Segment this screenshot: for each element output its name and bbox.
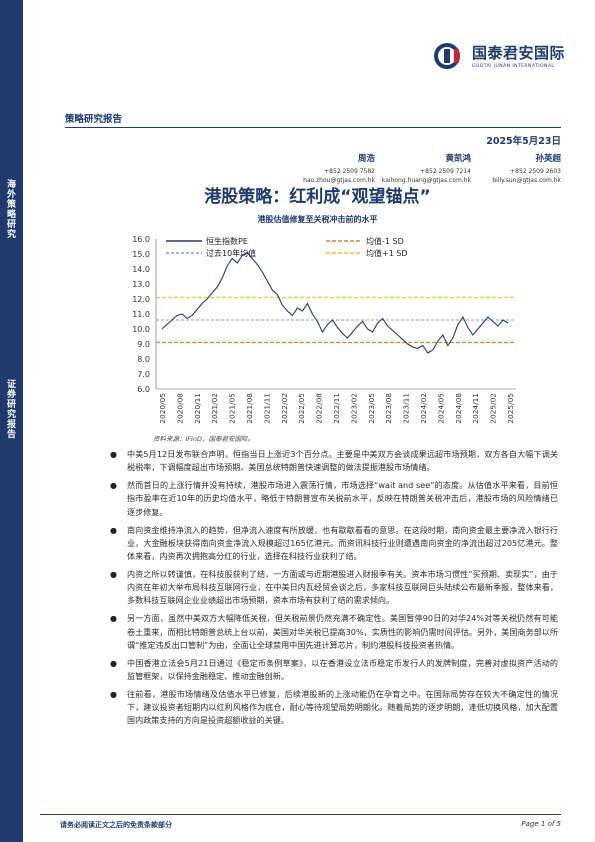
legend-label: 恒生指数PE bbox=[206, 236, 248, 246]
page-number: Page 1 of 5 bbox=[521, 820, 561, 828]
bullet-text: 内资之所以转谨慎，在科技股获利了结，一方面或与近期港股进入财报季有关。资本市场习… bbox=[127, 569, 558, 606]
y-axis: 16.0 15.0 14.0 13.0 12.0 11.0 10.0 9.0 8.0 7.0 6.0 bbox=[132, 235, 157, 394]
y-tick-label: 10.0 bbox=[132, 325, 150, 334]
author-phone: +852 2509 7582 bbox=[324, 168, 375, 175]
x-tick-label: 2024/08 bbox=[454, 393, 463, 424]
legend-label: 均值-1 SD bbox=[366, 236, 404, 246]
series-lines bbox=[161, 251, 509, 354]
author-email[interactable]: billy.sun@gtjas.com.hk bbox=[492, 177, 561, 184]
header-divider bbox=[65, 127, 561, 128]
list-item: ● 往前看，港股市场情绪及估值水平已修复，后续港股新的上涨动能仍在孕育之中。在国际… bbox=[110, 688, 558, 728]
reference-lines bbox=[156, 296, 516, 344]
author-name: 周浩 bbox=[357, 154, 375, 164]
author-email[interactable]: hao.zhou@gtjas.com.hk bbox=[303, 177, 375, 184]
company-logo: 国泰君安国际 GUOTAI JUNAN INTERNATIONAL bbox=[434, 42, 565, 69]
x-tick-label: 2024/05 bbox=[436, 393, 445, 424]
bullet-text: 往前看，港股市场情绪及估值水平已修复，后续港股新的上涨动能仍在孕育之中。在国际局… bbox=[127, 689, 558, 726]
bullet-dot-icon: ● bbox=[110, 525, 117, 535]
bullet-text: 南向资金维持净流入的趋势，但净流入速度有所放缓，也有歇歇看看的意思。在这段时期，… bbox=[127, 524, 558, 562]
pe-chart: 16.0 15.0 14.0 13.0 12.0 11.0 10.0 9.0 8.0 7.0 6.0… bbox=[132, 235, 516, 424]
author-name: 孙英超 bbox=[535, 154, 561, 164]
logo-name-cn: 国泰君安国际 bbox=[472, 44, 566, 62]
x-tick-label: 2024/02 bbox=[419, 393, 428, 424]
y-tick-label: 7.0 bbox=[137, 370, 150, 379]
logo-name-en: GUOTAI JUNAN INTERNATIONAL bbox=[472, 64, 555, 69]
bullet-text: 中美5月12日发布联合声明，恒指当日上涨近3个百分点。主要是中美双方会谈成果远超… bbox=[127, 449, 558, 473]
list-item: ● 中国香港立法会5月21日通过《稳定币条例草案》，以在香港设立法币稳定币发行人的… bbox=[110, 657, 558, 683]
y-tick-label: 16.0 bbox=[132, 235, 150, 244]
list-item: ● 南向资金维持净流入的趋势，但净流入速度有所放缓，也有歇歇看看的意思。在这段时期… bbox=[110, 524, 558, 564]
x-tick-label: 2023/11 bbox=[402, 393, 411, 424]
chart-legend: 恒生指数PE 过去10年均值 均值-1 SD 均值+1 SD bbox=[166, 236, 408, 258]
legend-mean: 过去10年均值 bbox=[166, 248, 256, 258]
legend-pe: 恒生指数PE bbox=[166, 236, 248, 246]
x-tick-label: 2025/05 bbox=[506, 393, 515, 424]
author-phone: +852 2509 7214 bbox=[420, 168, 471, 175]
bullet-dot-icon: ● bbox=[110, 450, 117, 459]
author-2: 黄凯鸿 +852 2509 7214 kaihong.huang@gtjas.c… bbox=[382, 155, 471, 185]
side-label-bottom: 证券研究报告 bbox=[6, 380, 16, 440]
x-tick-label: 2021/05 bbox=[228, 393, 237, 424]
author-phone: +852 2509 2603 bbox=[510, 168, 561, 175]
list-item: ● 然而首日的上涨行情并没有持续，港股市场进入震荡行情，市场选择“wait and… bbox=[110, 479, 558, 519]
footer-disclaimer[interactable]: 请务必阅读正文之后的免责条款部分 bbox=[60, 821, 172, 829]
x-tick-label: 2023/02 bbox=[349, 393, 358, 424]
x-tick-label: 2021/08 bbox=[245, 393, 254, 424]
report-type: 策略研究报告 bbox=[65, 114, 123, 125]
author-email[interactable]: kaihong.huang@gtjas.com.hk bbox=[381, 177, 471, 184]
y-tick-label: 6.0 bbox=[137, 385, 150, 394]
legend-label: 过去10年均值 bbox=[206, 248, 256, 258]
x-tick-label: 2023/08 bbox=[384, 393, 393, 424]
y-tick-label: 12.0 bbox=[132, 295, 150, 304]
x-tick-label: 2022/08 bbox=[315, 393, 324, 424]
legend-plus-sd: 均值+1 SD bbox=[326, 248, 408, 258]
legend-minus-sd: 均值-1 SD bbox=[326, 236, 404, 246]
x-tick-label: 2022/02 bbox=[280, 393, 289, 424]
pe-series-line bbox=[161, 251, 509, 354]
x-tick-label: 2025/02 bbox=[489, 393, 498, 424]
y-tick-label: 11.0 bbox=[132, 310, 150, 319]
chart-source: 资料来源：iFinD，国泰君安国际。 bbox=[153, 435, 254, 443]
list-item: ● 内资之所以转谨慎，在科技股获利了结，一方面或与近期港股进入财报季有关。资本市场… bbox=[110, 568, 558, 608]
bullet-text: 然而首日的上涨行情并没有持续，港股市场进入震荡行情，市场选择“wait and … bbox=[127, 480, 558, 517]
y-tick-label: 8.0 bbox=[137, 355, 150, 364]
legend-label: 均值+1 SD bbox=[366, 248, 408, 258]
x-tick-label: 2020/05 bbox=[158, 393, 167, 424]
list-item: ● 另一方面，虽然中美双方大幅降低关税，但关税前景仍然充满不确定性。美国暂停90日… bbox=[110, 612, 558, 652]
x-tick-label: 2021/11 bbox=[262, 393, 271, 424]
bullet-dot-icon: ● bbox=[110, 570, 117, 580]
author-name: 黄凯鸿 bbox=[445, 154, 471, 164]
author-1: 周浩 +852 2509 7582 hao.zhou@gtjas.com.hk bbox=[303, 155, 375, 185]
y-tick-label: 9.0 bbox=[137, 340, 150, 349]
bullet-dot-icon: ● bbox=[110, 614, 117, 624]
report-title: 港股策略：红利成“观望锚点” bbox=[204, 187, 431, 207]
x-tick-label: 2024/11 bbox=[471, 393, 480, 424]
footer-divider bbox=[40, 814, 561, 815]
side-strip bbox=[0, 0, 23, 842]
bullet-text: 另一方面，虽然中美双方大幅降低关税，但关税前景仍然充满不确定性。美国暂停90日的… bbox=[127, 613, 558, 650]
y-tick-label: 15.0 bbox=[132, 250, 150, 259]
report-date: 2025年5月23日 bbox=[486, 136, 561, 147]
logo-icon bbox=[434, 42, 460, 69]
x-tick-label: 2023/05 bbox=[367, 393, 376, 424]
x-tick-label: 2020/11 bbox=[193, 393, 202, 424]
bullet-dot-icon: ● bbox=[110, 690, 117, 700]
author-3: 孙英超 +852 2509 2603 billy.sun@gtjas.com.h… bbox=[492, 155, 561, 185]
side-label-top: 海外策略研究 bbox=[6, 180, 16, 240]
bullet-text: 中国香港立法会5月21日通过《稳定币条例草案》，以在香港设立法币稳定币发行人的发… bbox=[127, 657, 558, 682]
x-tick-label: 2021/02 bbox=[210, 393, 219, 424]
x-axis: 2020/05 2020/08 2020/11 2021/02 2021/05 2021/… bbox=[156, 388, 516, 424]
x-tick-label: 2020/08 bbox=[175, 393, 184, 424]
list-item: ● 中美5月12日发布联合声明，恒指当日上涨近3个百分点。主要是中美双方会谈成果远… bbox=[110, 448, 558, 474]
y-tick-label: 14.0 bbox=[132, 265, 150, 274]
bullet-dot-icon: ● bbox=[110, 658, 117, 668]
x-tick-label: 2022/11 bbox=[332, 393, 341, 424]
y-tick-label: 13.0 bbox=[132, 280, 150, 289]
bullet-dot-icon: ● bbox=[110, 481, 117, 491]
chart-title: 港股估值修复至关税冲击前的水平 bbox=[257, 215, 378, 224]
bullet-list: ● 中美5月12日发布联合声明，恒指当日上涨近3个百分点。主要是中美双方会谈成果远… bbox=[110, 448, 558, 732]
x-tick-label: 2022/05 bbox=[297, 393, 306, 424]
